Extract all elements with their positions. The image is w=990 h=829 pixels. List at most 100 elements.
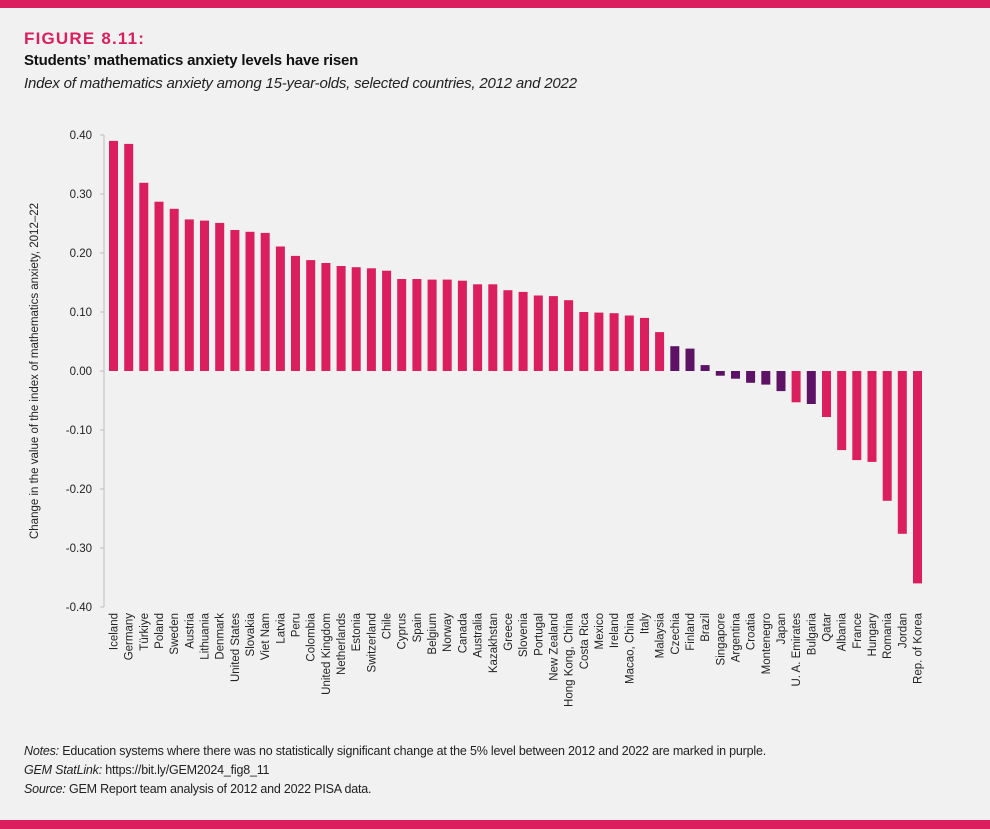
- y-tick-label: -0.10: [66, 425, 92, 437]
- bar-jordan: [897, 371, 907, 534]
- bar-kazakhstan: [488, 284, 498, 371]
- x-tick-label: New Zealand: [548, 613, 560, 681]
- x-tick-label: Romania: [882, 612, 894, 659]
- notes-line: Notes: Education systems where there was…: [24, 742, 766, 761]
- x-tick-label: Sweden: [169, 613, 181, 655]
- x-tick-label: Greece: [503, 613, 515, 651]
- x-tick-label: Finland: [685, 613, 697, 651]
- x-tick-label: Türkiye: [139, 613, 151, 651]
- x-tick-label: Albania: [837, 612, 849, 651]
- y-tick-label: 0.10: [70, 307, 92, 319]
- x-tick-label: Canada: [457, 612, 469, 653]
- x-tick-label: Viet Nam: [260, 613, 272, 660]
- x-tick-label: Hong Kong, China: [564, 612, 576, 707]
- bar-ireland: [609, 313, 619, 371]
- statlink-label: GEM StatLink:: [24, 763, 102, 777]
- x-tick-label: Brazil: [700, 613, 712, 642]
- bar-lithuania: [200, 220, 209, 371]
- bar-latvia: [275, 246, 285, 371]
- bar-qatar: [822, 371, 831, 417]
- bar-mexico: [594, 312, 604, 371]
- x-tick-label: Montenegro: [761, 613, 773, 674]
- x-tick-label: United States: [230, 613, 242, 682]
- bar-iceland: [109, 140, 118, 371]
- x-tick-label: Chile: [382, 613, 394, 639]
- bar-canada: [457, 280, 467, 371]
- bar-japan: [776, 371, 786, 392]
- bar-austria: [184, 219, 194, 371]
- x-tick-label: United Kingdom: [321, 613, 333, 695]
- x-tick-label: Australia: [473, 612, 485, 657]
- bar-albania: [837, 371, 847, 451]
- y-tick-label: 0.30: [70, 189, 92, 201]
- bar-greece: [503, 290, 513, 371]
- source-text: GEM Report team analysis of 2012 and 202…: [65, 782, 372, 796]
- x-tick-label: Spain: [412, 613, 424, 642]
- x-tick-label: Denmark: [215, 613, 227, 660]
- statlink-url[interactable]: https://bit.ly/GEM2024_fig8_11: [102, 763, 270, 777]
- bar-czechia: [670, 346, 680, 371]
- x-tick-label: Latvia: [275, 612, 287, 643]
- x-tick-label: Mexico: [594, 613, 606, 649]
- bar-slovenia: [518, 291, 528, 371]
- x-tick-label: Costa Rica: [579, 612, 591, 669]
- bar-united-states: [230, 230, 240, 371]
- x-tick-label: Croatia: [746, 612, 758, 650]
- x-tick-label: Kazakhstan: [488, 613, 500, 673]
- bar-belgium: [427, 279, 437, 371]
- bars-group: [109, 140, 922, 584]
- bar-argentina: [731, 371, 740, 379]
- x-tick-label: Malaysia: [655, 612, 667, 658]
- x-tick-label: Qatar: [822, 613, 834, 642]
- bar-portugal: [533, 295, 543, 371]
- bar-chart: 0.40 0.30 0.20 0.10 0.00 -0.10 -0.20 -0.30 -0.40…: [29, 130, 925, 707]
- bar-netherlands: [336, 266, 346, 371]
- bar-cyprus: [397, 279, 407, 371]
- bar-slovakia: [245, 231, 255, 371]
- bar-singapore: [715, 371, 725, 376]
- bar-france: [852, 371, 862, 461]
- x-tick-label: Estonia: [351, 612, 363, 651]
- x-tick-label: Slovenia: [518, 612, 530, 657]
- bar-colombia: [306, 260, 316, 371]
- x-tick-label: Jordan: [897, 613, 909, 648]
- x-axis-labels: Iceland Germany Türkiye Poland Sweden Austria…: [109, 612, 925, 707]
- y-axis-title: Change in the value of the index of math…: [29, 203, 41, 539]
- figure-label: FIGURE 8.11:: [24, 29, 146, 48]
- bar-peru: [291, 255, 300, 371]
- bar-croatia: [746, 371, 756, 383]
- source-line: Source: GEM Report team analysis of 2012…: [24, 780, 766, 799]
- x-tick-label: Austria: [184, 612, 196, 648]
- bar-poland: [154, 201, 164, 371]
- x-tick-label: Hungary: [867, 613, 879, 657]
- statlink-line: GEM StatLink: https://bit.ly/GEM2024_fig…: [24, 761, 766, 780]
- bar-t-rkiye: [139, 182, 149, 371]
- chart-subtitle: Index of mathematics anxiety among 15-ye…: [24, 75, 577, 92]
- bar-united-kingdom: [321, 263, 331, 371]
- x-tick-label: Japan: [776, 613, 788, 644]
- bar-costa-rica: [579, 312, 589, 371]
- source-label: Source:: [24, 782, 66, 796]
- bar-brazil: [700, 365, 710, 371]
- bar-macao-china: [624, 315, 634, 371]
- x-tick-label: Peru: [291, 613, 303, 637]
- bar-bulgaria: [806, 371, 816, 404]
- bar-u-a-emirates: [791, 371, 801, 403]
- x-tick-label: Netherlands: [336, 613, 348, 675]
- bar-denmark: [215, 222, 225, 371]
- bar-chile: [382, 270, 392, 371]
- notes-label: Notes:: [24, 744, 59, 758]
- y-tick-label: -0.20: [66, 484, 92, 496]
- notes-text: Education systems where there was no sta…: [58, 744, 767, 758]
- x-tick-label: Cyprus: [397, 613, 409, 650]
- bar-estonia: [351, 267, 361, 371]
- bar-spain: [412, 279, 422, 371]
- x-tick-label: Belgium: [427, 613, 439, 655]
- bar-sweden: [169, 208, 179, 372]
- y-tick-label: 0.40: [70, 130, 92, 142]
- x-tick-label: Argentina: [731, 612, 743, 662]
- bar-switzerland: [366, 268, 376, 371]
- x-tick-label: Italy: [640, 613, 652, 634]
- x-tick-label: Lithuania: [200, 612, 212, 659]
- x-tick-label: Czechia: [670, 612, 682, 654]
